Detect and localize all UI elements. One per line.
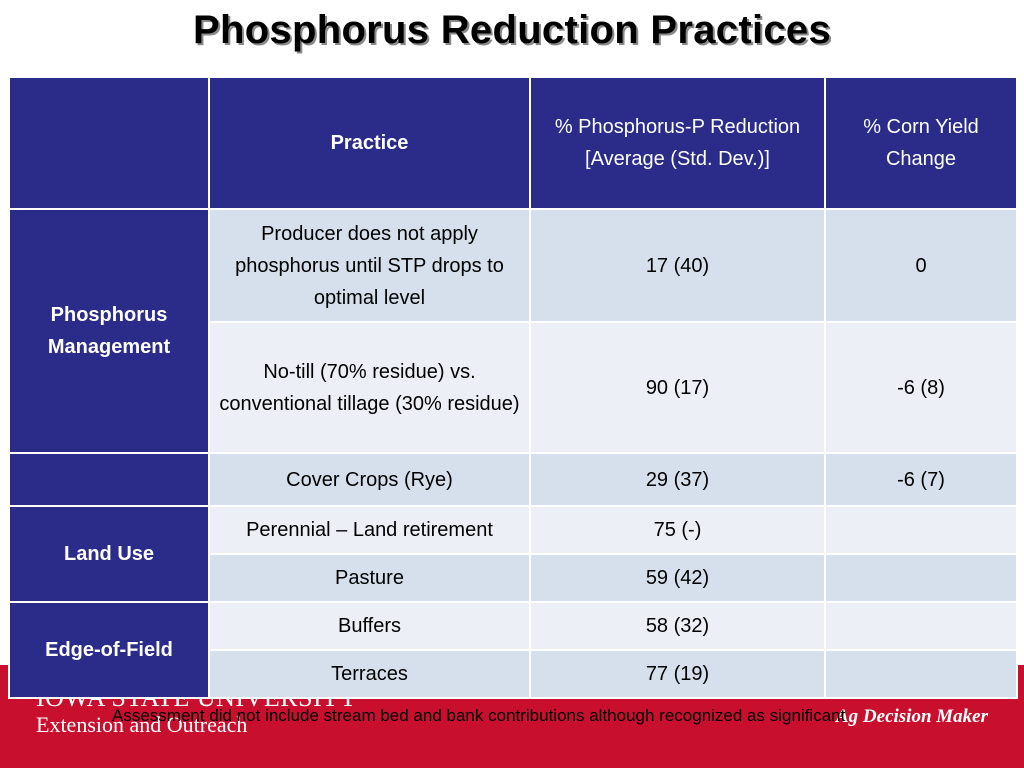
category-land-use: Land Use — [8, 505, 210, 603]
footnote: Assessment did not include stream bed an… — [112, 706, 846, 725]
reduction-cell: 77 (19) — [529, 649, 826, 699]
category-phosphorus-management: Phosphorus Management — [8, 208, 210, 454]
practice-cell: No-till (70% residue) vs. conventional t… — [208, 321, 531, 454]
practice-cell: Producer does not apply phosphorus until… — [208, 208, 531, 323]
practice-cell: Pasture — [208, 553, 531, 603]
header-yield: % Corn Yield Change — [824, 76, 1018, 210]
yield-cell — [824, 553, 1018, 603]
practice-cell: Buffers — [208, 601, 531, 651]
header-row: Practice % Phosphorus-P Reduction [Avera… — [8, 76, 1018, 210]
table-row: Terraces 77 (19) — [9, 649, 1018, 699]
reduction-cell: 29 (37) — [529, 452, 826, 507]
table-row: Pasture 59 (42) — [9, 553, 1018, 603]
yield-cell: 0 — [824, 208, 1018, 323]
header-blank — [8, 76, 210, 210]
table-row: Cover Crops (Rye) 29 (37) -6 (7) — [8, 452, 1018, 507]
table-row: Land Use Perennial – Land retirement 75 … — [8, 505, 1018, 603]
practices-table: Practice % Phosphorus-P Reduction [Avera… — [8, 76, 1018, 699]
practice-cell: Cover Crops (Rye) — [208, 452, 531, 507]
yield-cell — [824, 601, 1018, 651]
header-practice: Practice — [208, 76, 531, 210]
slide-title: Phosphorus Reduction Practices — [192, 8, 832, 52]
practice-cell: Perennial – Land retirement — [208, 505, 531, 555]
ag-decision-maker-logo: Ag Decision Maker — [836, 706, 988, 727]
yield-cell — [824, 649, 1018, 699]
reduction-cell: 90 (17) — [529, 321, 826, 454]
yield-cell: -6 (8) — [824, 321, 1018, 454]
university-subtitle: Extension and Outreach — [36, 712, 248, 737]
table-row: Edge-of-Field Buffers 58 (32) — [8, 601, 1018, 699]
practice-cell: Terraces — [208, 649, 531, 699]
yield-cell: -6 (7) — [824, 452, 1018, 507]
reduction-cell: 58 (32) — [529, 601, 826, 651]
category-blank — [8, 452, 210, 507]
category-edge-of-field: Edge-of-Field — [8, 601, 210, 699]
reduction-cell: 59 (42) — [529, 553, 826, 603]
yield-cell — [824, 505, 1018, 555]
table-row: Phosphorus Management Producer does not … — [8, 208, 1018, 454]
reduction-cell: 17 (40) — [529, 208, 826, 323]
table-row: No-till (70% residue) vs. conventional t… — [9, 321, 1018, 454]
reduction-cell: 75 (-) — [529, 505, 826, 555]
header-reduction: % Phosphorus-P Reduction [Average (Std. … — [529, 76, 826, 210]
